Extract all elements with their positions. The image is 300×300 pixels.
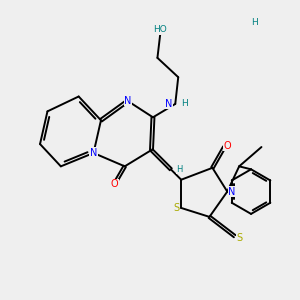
- Text: N: N: [228, 187, 236, 196]
- Text: S: S: [174, 203, 180, 213]
- Text: N: N: [124, 96, 131, 106]
- Text: N: N: [90, 148, 97, 158]
- Text: O: O: [224, 140, 231, 151]
- Text: O: O: [110, 179, 118, 189]
- Text: H: H: [251, 18, 257, 27]
- Text: S: S: [236, 233, 242, 243]
- Text: N: N: [165, 99, 172, 109]
- Text: H: H: [176, 165, 183, 174]
- Text: H: H: [181, 99, 188, 108]
- Text: HO: HO: [154, 25, 167, 34]
